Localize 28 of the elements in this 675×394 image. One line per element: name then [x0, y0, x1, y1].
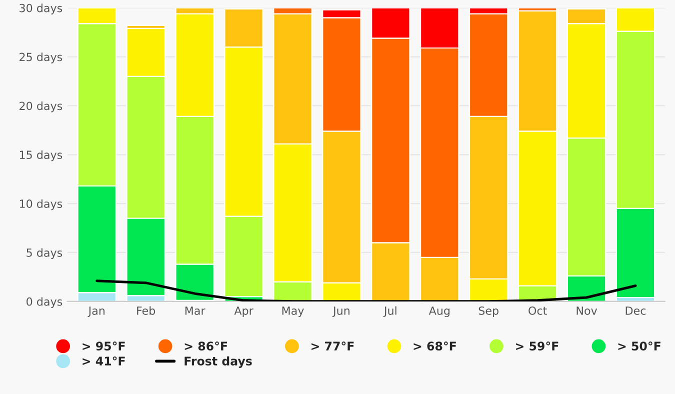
x-tick-label: Jul — [383, 306, 396, 317]
legend-label: > 77°F — [312, 342, 354, 350]
legend-label: Frost days — [184, 356, 252, 368]
legend-label: > 50°F — [618, 342, 660, 351]
x-tick-label: Mar — [185, 306, 206, 315]
legend-label: > 59°F — [516, 342, 558, 351]
line-series — [96, 280, 637, 302]
x-tick-label: Nov — [576, 306, 598, 315]
y-tick-label: 25 days — [20, 52, 62, 64]
x-tick-label: Jan — [88, 306, 104, 317]
x-tick-label: Aug — [428, 306, 450, 318]
y-tick-label: 20 days — [20, 102, 62, 112]
legend-label: > 95°F — [82, 342, 125, 351]
y-tick-label: 15 days — [20, 150, 62, 162]
y-tick-label: 10 days — [20, 199, 62, 210]
legend-label: > 41°F — [82, 356, 125, 366]
y-tick-label: 30 days — [20, 4, 62, 14]
y-tick-label: 0 days — [26, 297, 62, 308]
x-tick-label: Apr — [234, 306, 254, 318]
legend-label: > 68°F — [414, 342, 456, 351]
x-tick-label: May — [282, 306, 304, 318]
x-tick-label: Oct — [528, 306, 547, 315]
y-tick-label: 5 days — [26, 248, 62, 260]
x-tick-label: Jun — [332, 306, 350, 317]
legend-label: > 86°F — [184, 342, 228, 351]
x-tick-label: Sep — [478, 306, 498, 318]
x-tick-label: Feb — [137, 306, 156, 315]
x-tick-label: Dec — [626, 306, 646, 315]
